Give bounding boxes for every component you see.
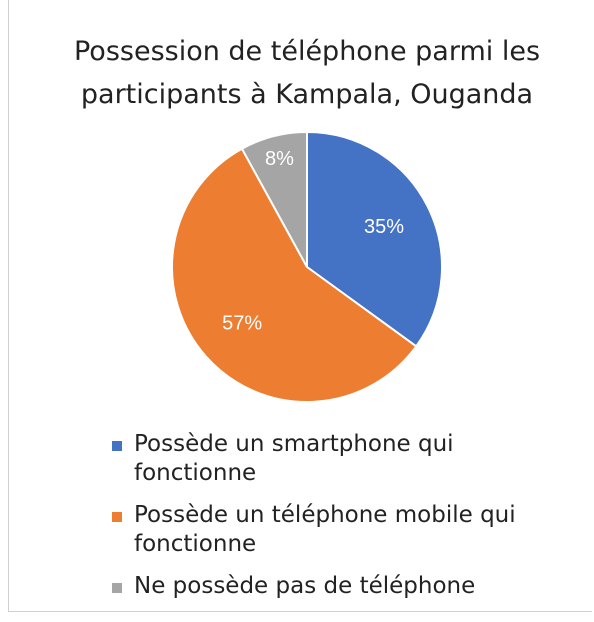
data-label: 57% — [222, 312, 262, 334]
legend-label: Possède un smartphone qui fonctionne — [134, 431, 454, 486]
legend-item: Possède un téléphone mobile qui fonction… — [112, 501, 532, 559]
chart-frame — [8, 0, 592, 612]
legend-swatch — [112, 583, 122, 593]
legend-item: Ne possède pas de téléphone — [112, 572, 532, 601]
chart-title: Possession de téléphone parmi les partic… — [73, 36, 541, 110]
legend-swatch — [112, 441, 122, 451]
legend-label: Possède un téléphone mobile qui fonction… — [134, 502, 516, 557]
legend-label: Ne possède pas de téléphone — [134, 573, 476, 599]
pie-slice — [306, 130, 443, 348]
pie-slice — [240, 130, 308, 268]
data-label: 35% — [364, 216, 404, 238]
legend-item: Possède un smartphone qui fonctionne — [112, 430, 532, 488]
legend-swatch — [112, 512, 122, 522]
data-label: 8% — [265, 148, 294, 170]
pie-slice — [171, 147, 418, 403]
legend: Possède un smartphone qui fonctionne Poss… — [112, 430, 532, 614]
